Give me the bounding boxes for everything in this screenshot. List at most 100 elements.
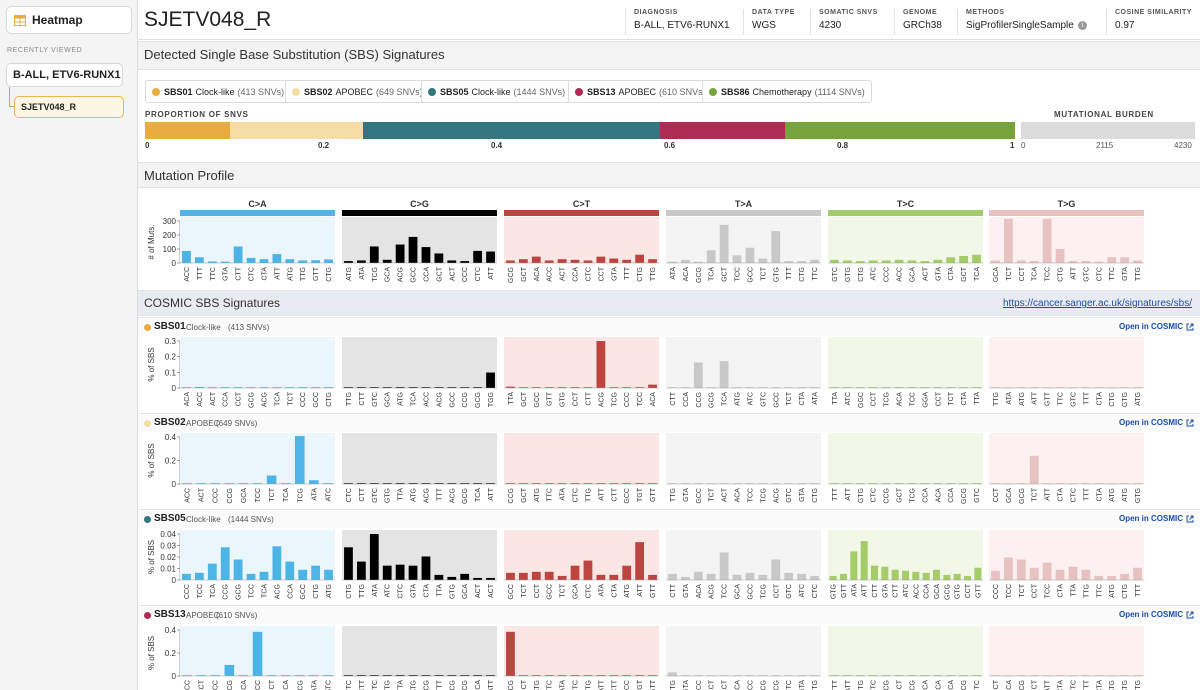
x-tick-label: ATT <box>1045 487 1052 500</box>
bar <box>518 675 528 676</box>
x-tick-label: ATT <box>637 583 644 596</box>
signature-chip-sbs02[interactable]: SBS02 APOBEC (649 SNVs) <box>285 80 430 103</box>
bar <box>855 387 865 388</box>
bar <box>648 384 657 388</box>
proportion-segment-sbs86[interactable] <box>785 122 1015 139</box>
proportion-segment-sbs13[interactable] <box>660 122 785 139</box>
x-tick-label: GTC <box>786 680 793 690</box>
bar <box>272 546 282 580</box>
signature-chip-sbs01[interactable]: SBS01 Clock-like (413 SNVs) <box>145 80 292 103</box>
x-tick-label: CCT <box>573 391 580 406</box>
meta-value: WGS <box>752 20 776 31</box>
proportion-segment-sbs02[interactable] <box>230 122 363 139</box>
bar <box>1068 387 1078 388</box>
bar <box>1003 387 1013 388</box>
color-dot <box>144 420 151 427</box>
x-tick-label: ACT <box>475 583 482 598</box>
heatmap-button[interactable]: Heatmap <box>6 6 132 34</box>
x-tick-label: TCT <box>709 679 716 690</box>
meta-key: SOMATIC SNVS <box>819 9 878 16</box>
bar <box>920 261 930 263</box>
x-tick-label: TTT <box>1083 391 1090 405</box>
bar <box>870 565 879 580</box>
proportion-segment-sbs01[interactable] <box>145 122 230 139</box>
bar <box>531 256 541 263</box>
x-tick-label: GTA <box>799 680 806 690</box>
open-in-cosmic-link[interactable]: Open in COSMIC <box>1119 418 1194 427</box>
x-tick-label: TCG <box>909 680 916 690</box>
x-tick-label: TTT <box>624 266 631 280</box>
x-tick-label: GGA <box>922 392 929 408</box>
bar <box>1107 575 1117 580</box>
bar <box>272 387 282 388</box>
proportion-segment-sbs05[interactable] <box>363 122 660 139</box>
x-tick-label: TCG <box>297 680 304 690</box>
bar <box>907 675 917 676</box>
signature-chip-sbs13[interactable]: SBS13 APOBEC (610 SNVs) <box>568 80 713 103</box>
bar <box>635 483 645 484</box>
bar <box>298 260 308 263</box>
bar <box>1029 455 1039 484</box>
x-tick-label: CCT <box>1032 583 1039 598</box>
bar <box>506 260 515 263</box>
x-tick-label: CTC <box>585 267 592 281</box>
x-tick-label: ACG <box>423 488 430 503</box>
x-tick-label: TCG <box>760 488 767 503</box>
y-tick-label: 0.04 <box>160 530 176 539</box>
chip-count: (649 SNVs) <box>376 86 423 97</box>
x-tick-label: GTC <box>1083 267 1090 282</box>
x-tick-label: TCC <box>735 267 742 281</box>
bar <box>1094 261 1104 263</box>
bar <box>294 436 305 484</box>
signature-chip-sbs86[interactable]: SBS86 Chemotherapy (1114 SNVs) <box>702 80 872 103</box>
bar <box>1003 557 1013 580</box>
recent-diagnosis-item[interactable]: B-ALL, ETV6-RUNX1 <box>6 63 123 87</box>
recent-sample-item[interactable]: SJETV048_R <box>14 96 124 118</box>
x-tick-label: CCA <box>573 267 580 282</box>
y-tick-label: 0 <box>172 259 177 268</box>
bar <box>842 260 852 263</box>
open-in-cosmic-link[interactable]: Open in COSMIC <box>1119 610 1194 619</box>
bar <box>946 257 956 263</box>
mutational-burden-bar[interactable] <box>1021 122 1195 139</box>
x-tick-label: ATA <box>1006 392 1013 405</box>
x-tick-label: CTG <box>812 680 819 690</box>
bar <box>1107 675 1117 676</box>
panel-background <box>828 217 983 263</box>
bar <box>1120 483 1130 484</box>
x-tick-label: GTA <box>683 680 690 690</box>
class-header-label: C>A <box>248 199 267 209</box>
info-icon[interactable]: i <box>1077 21 1087 30</box>
x-tick-label: ATA <box>560 680 567 690</box>
bar <box>745 572 755 580</box>
bar <box>648 259 657 263</box>
open-in-cosmic-link[interactable]: Open in COSMIC <box>1119 322 1194 331</box>
x-tick-label: ATT <box>274 266 281 279</box>
chip-desc: APOBEC <box>618 86 657 97</box>
open-in-cosmic-link[interactable]: Open in COSMIC <box>1119 514 1194 523</box>
bar <box>272 254 282 263</box>
signature-row-sbs05: SBS05 Clock-like (1444 SNVs) Open in COS… <box>138 509 1200 528</box>
bar <box>285 561 295 580</box>
x-tick-label: GCG <box>1019 488 1026 504</box>
bar <box>829 575 837 580</box>
x-tick-label: CTG <box>313 584 320 599</box>
bar <box>434 253 444 263</box>
x-tick-label: TTA <box>436 584 443 597</box>
meta-cosine-similarity: COSINE SIMILARITY 0.97 <box>1106 9 1192 35</box>
bar <box>194 257 204 263</box>
x-tick-label: ATC <box>871 267 878 280</box>
x-tick-label: ACG <box>423 680 430 690</box>
signature-chip-sbs05[interactable]: SBS05 Clock-like (1444 SNVs) <box>421 80 573 103</box>
panel-background <box>504 530 659 580</box>
x-tick-label: TGT <box>637 679 644 690</box>
bar <box>182 483 192 484</box>
bar <box>506 572 515 580</box>
cosmic-sbs-link[interactable]: https://cancer.sanger.ac.uk/signatures/s… <box>1003 298 1192 309</box>
x-tick-label: GTG <box>845 267 852 282</box>
bar <box>473 483 483 484</box>
tree-connector <box>9 87 15 107</box>
burden-tick: 4230 <box>1174 141 1192 150</box>
x-tick-label: ATA <box>372 584 379 597</box>
x-tick-label: TCT <box>560 583 567 597</box>
